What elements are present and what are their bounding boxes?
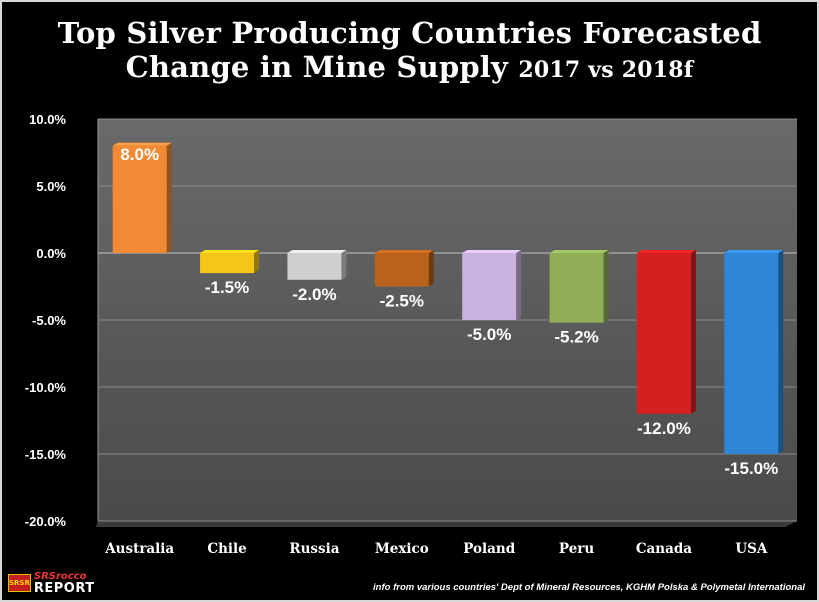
category-label: Poland [463,541,515,557]
category-label: Russia [289,541,339,557]
title-line-1: Top Silver Producing Countries Forecaste… [57,16,762,50]
category-label: Chile [207,541,246,557]
data-label: -2.5% [380,292,424,311]
logo-line-1: SRSrocco [33,571,87,582]
category-label: USA [735,541,768,557]
bar-top [724,250,784,253]
data-label: 8.0% [120,145,159,164]
bar-top [636,250,696,253]
logo-mark: SRSR [8,574,31,592]
data-label: -2.0% [292,285,336,304]
bar-top [549,250,609,253]
logo-text: SRSrocco REPORT [34,571,95,595]
bar-side [516,250,522,320]
bar-side [778,250,784,454]
bar [549,253,604,323]
y-tick-label: -15.0% [25,447,67,462]
title-line-2-sub: 2017 vs 2018f [518,57,694,83]
data-label: -15.0% [724,459,778,478]
bar-side [603,250,609,323]
bar-top [462,250,522,253]
bar [287,253,342,280]
y-tick-label: 0.0% [36,246,66,261]
srsrocco-logo: SRSR SRSrocco REPORT [8,568,94,598]
data-label: -1.5% [205,278,249,297]
plot-floor [96,521,797,527]
title-line-2: Change in Mine Supply 2017 vs 2018f [2,50,817,87]
data-label: -12.0% [637,419,691,438]
chart-title: Top Silver Producing Countries Forecaste… [2,16,817,87]
bar-top [374,250,434,253]
bar-top [200,250,260,253]
y-tick-label: 5.0% [36,179,66,194]
bar-side [341,250,347,280]
title-line-2-main: Change in Mine Supply [125,50,509,84]
bar-side [428,250,434,287]
category-label: Mexico [375,541,429,557]
y-tick-label: -20.0% [25,514,67,529]
bar-side [690,250,696,414]
bar-top [112,142,172,146]
source-note: info from various countries' Dept of Min… [373,582,805,593]
data-label: -5.0% [467,325,511,344]
bar [112,145,167,253]
y-tick-label: -5.0% [32,313,66,328]
y-tick-label: -10.0% [25,380,67,395]
bar [374,253,429,287]
bar [462,253,517,320]
logo-line-2: REPORT [33,581,95,596]
data-label: -5.2% [554,328,598,347]
y-tick-label: 10.0% [29,112,66,127]
category-label: Australia [104,541,174,557]
bar-top [287,250,347,253]
category-label: Peru [559,541,594,557]
bar-side [166,142,172,253]
category-label: Canada [636,541,692,557]
bar [200,253,255,274]
bar [636,253,691,414]
bar [724,253,779,454]
bar-side [254,250,260,274]
